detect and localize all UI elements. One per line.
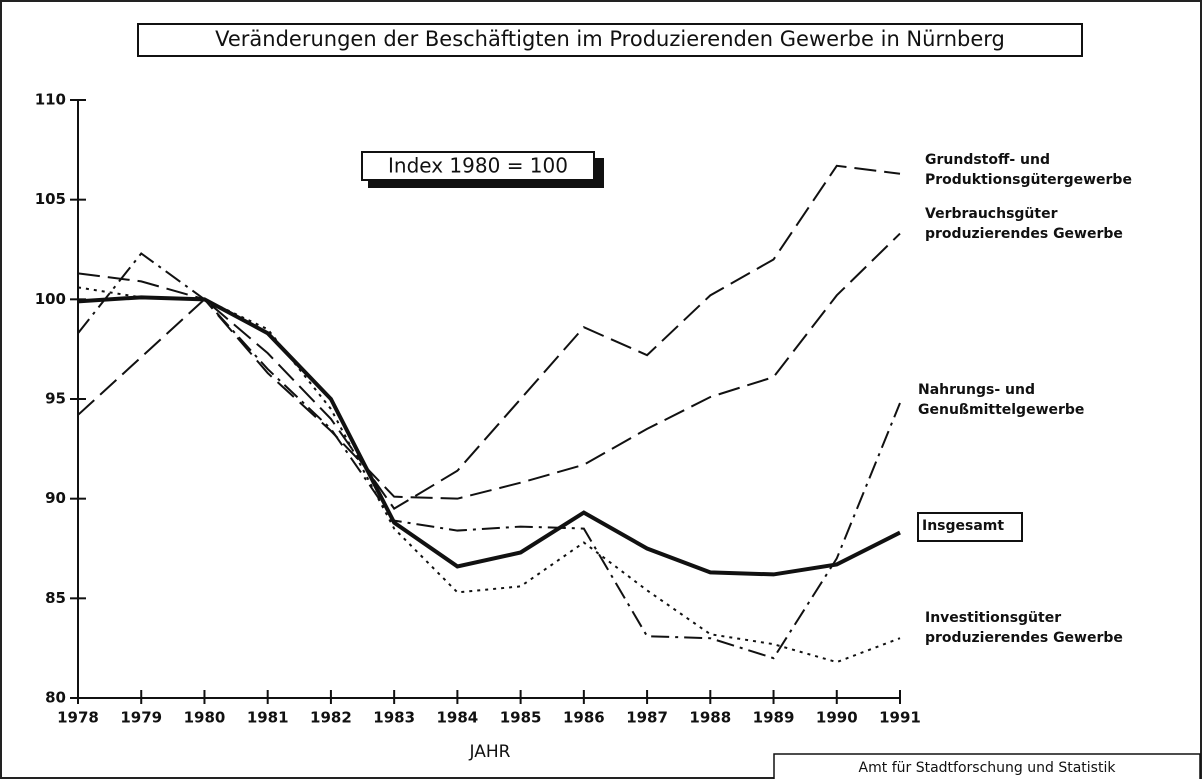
x-tick-label: 1984 <box>437 709 479 727</box>
series-line <box>77 295 901 577</box>
series-label: Insgesamt <box>922 518 1005 534</box>
y-tick-label: 80 <box>45 689 66 707</box>
x-tick-label: 1978 <box>57 709 99 727</box>
x-tick-label: 1983 <box>373 709 415 727</box>
series-line <box>77 252 901 660</box>
insgesamt-box <box>917 512 1023 542</box>
x-tick-label: 1985 <box>500 709 542 727</box>
x-tick-label: 1988 <box>689 709 731 727</box>
x-tick-label: 1990 <box>816 709 858 727</box>
x-tick-label: 1987 <box>626 709 668 727</box>
series-label: Nahrungs- und Genußmittelgewerbe <box>918 382 1085 418</box>
series-label: Grundstoff- und Produktionsgütergewerbe <box>925 152 1132 188</box>
y-tick-label: 100 <box>35 290 66 308</box>
x-tick-label: 1982 <box>310 709 352 727</box>
x-tick-label: 1991 <box>879 709 921 727</box>
y-tick-label: 95 <box>45 390 66 408</box>
y-tick-label: 110 <box>35 91 66 109</box>
x-tick-label: 1981 <box>247 709 289 727</box>
title-box <box>137 23 1083 57</box>
source: Amt für Stadtforschung und Statistik <box>859 760 1117 776</box>
y-tick-label: 105 <box>35 190 66 208</box>
series-label: Investitionsgüter produzierendes Gewerbe <box>925 610 1123 646</box>
series-line <box>77 286 901 664</box>
x-tick-label: 1989 <box>753 709 795 727</box>
series-line <box>77 164 901 510</box>
x-tick-label: 1986 <box>563 709 605 727</box>
y-tick-label: 90 <box>45 489 66 507</box>
series-label: Verbrauchsgüter produzierendes Gewerbe <box>925 206 1123 242</box>
chart-title: Veränderungen der Beschäftigten im Produ… <box>215 27 1005 51</box>
source-box <box>773 753 1201 779</box>
x-tick-label: 1980 <box>184 709 226 727</box>
series-line <box>77 232 901 500</box>
annotation: Index 1980 = 100 <box>388 154 568 178</box>
annotation-box <box>361 151 595 181</box>
y-tick-label: 85 <box>45 589 66 607</box>
x-tick-label: 1979 <box>120 709 162 727</box>
x-axis-label: JAHR <box>469 742 511 762</box>
